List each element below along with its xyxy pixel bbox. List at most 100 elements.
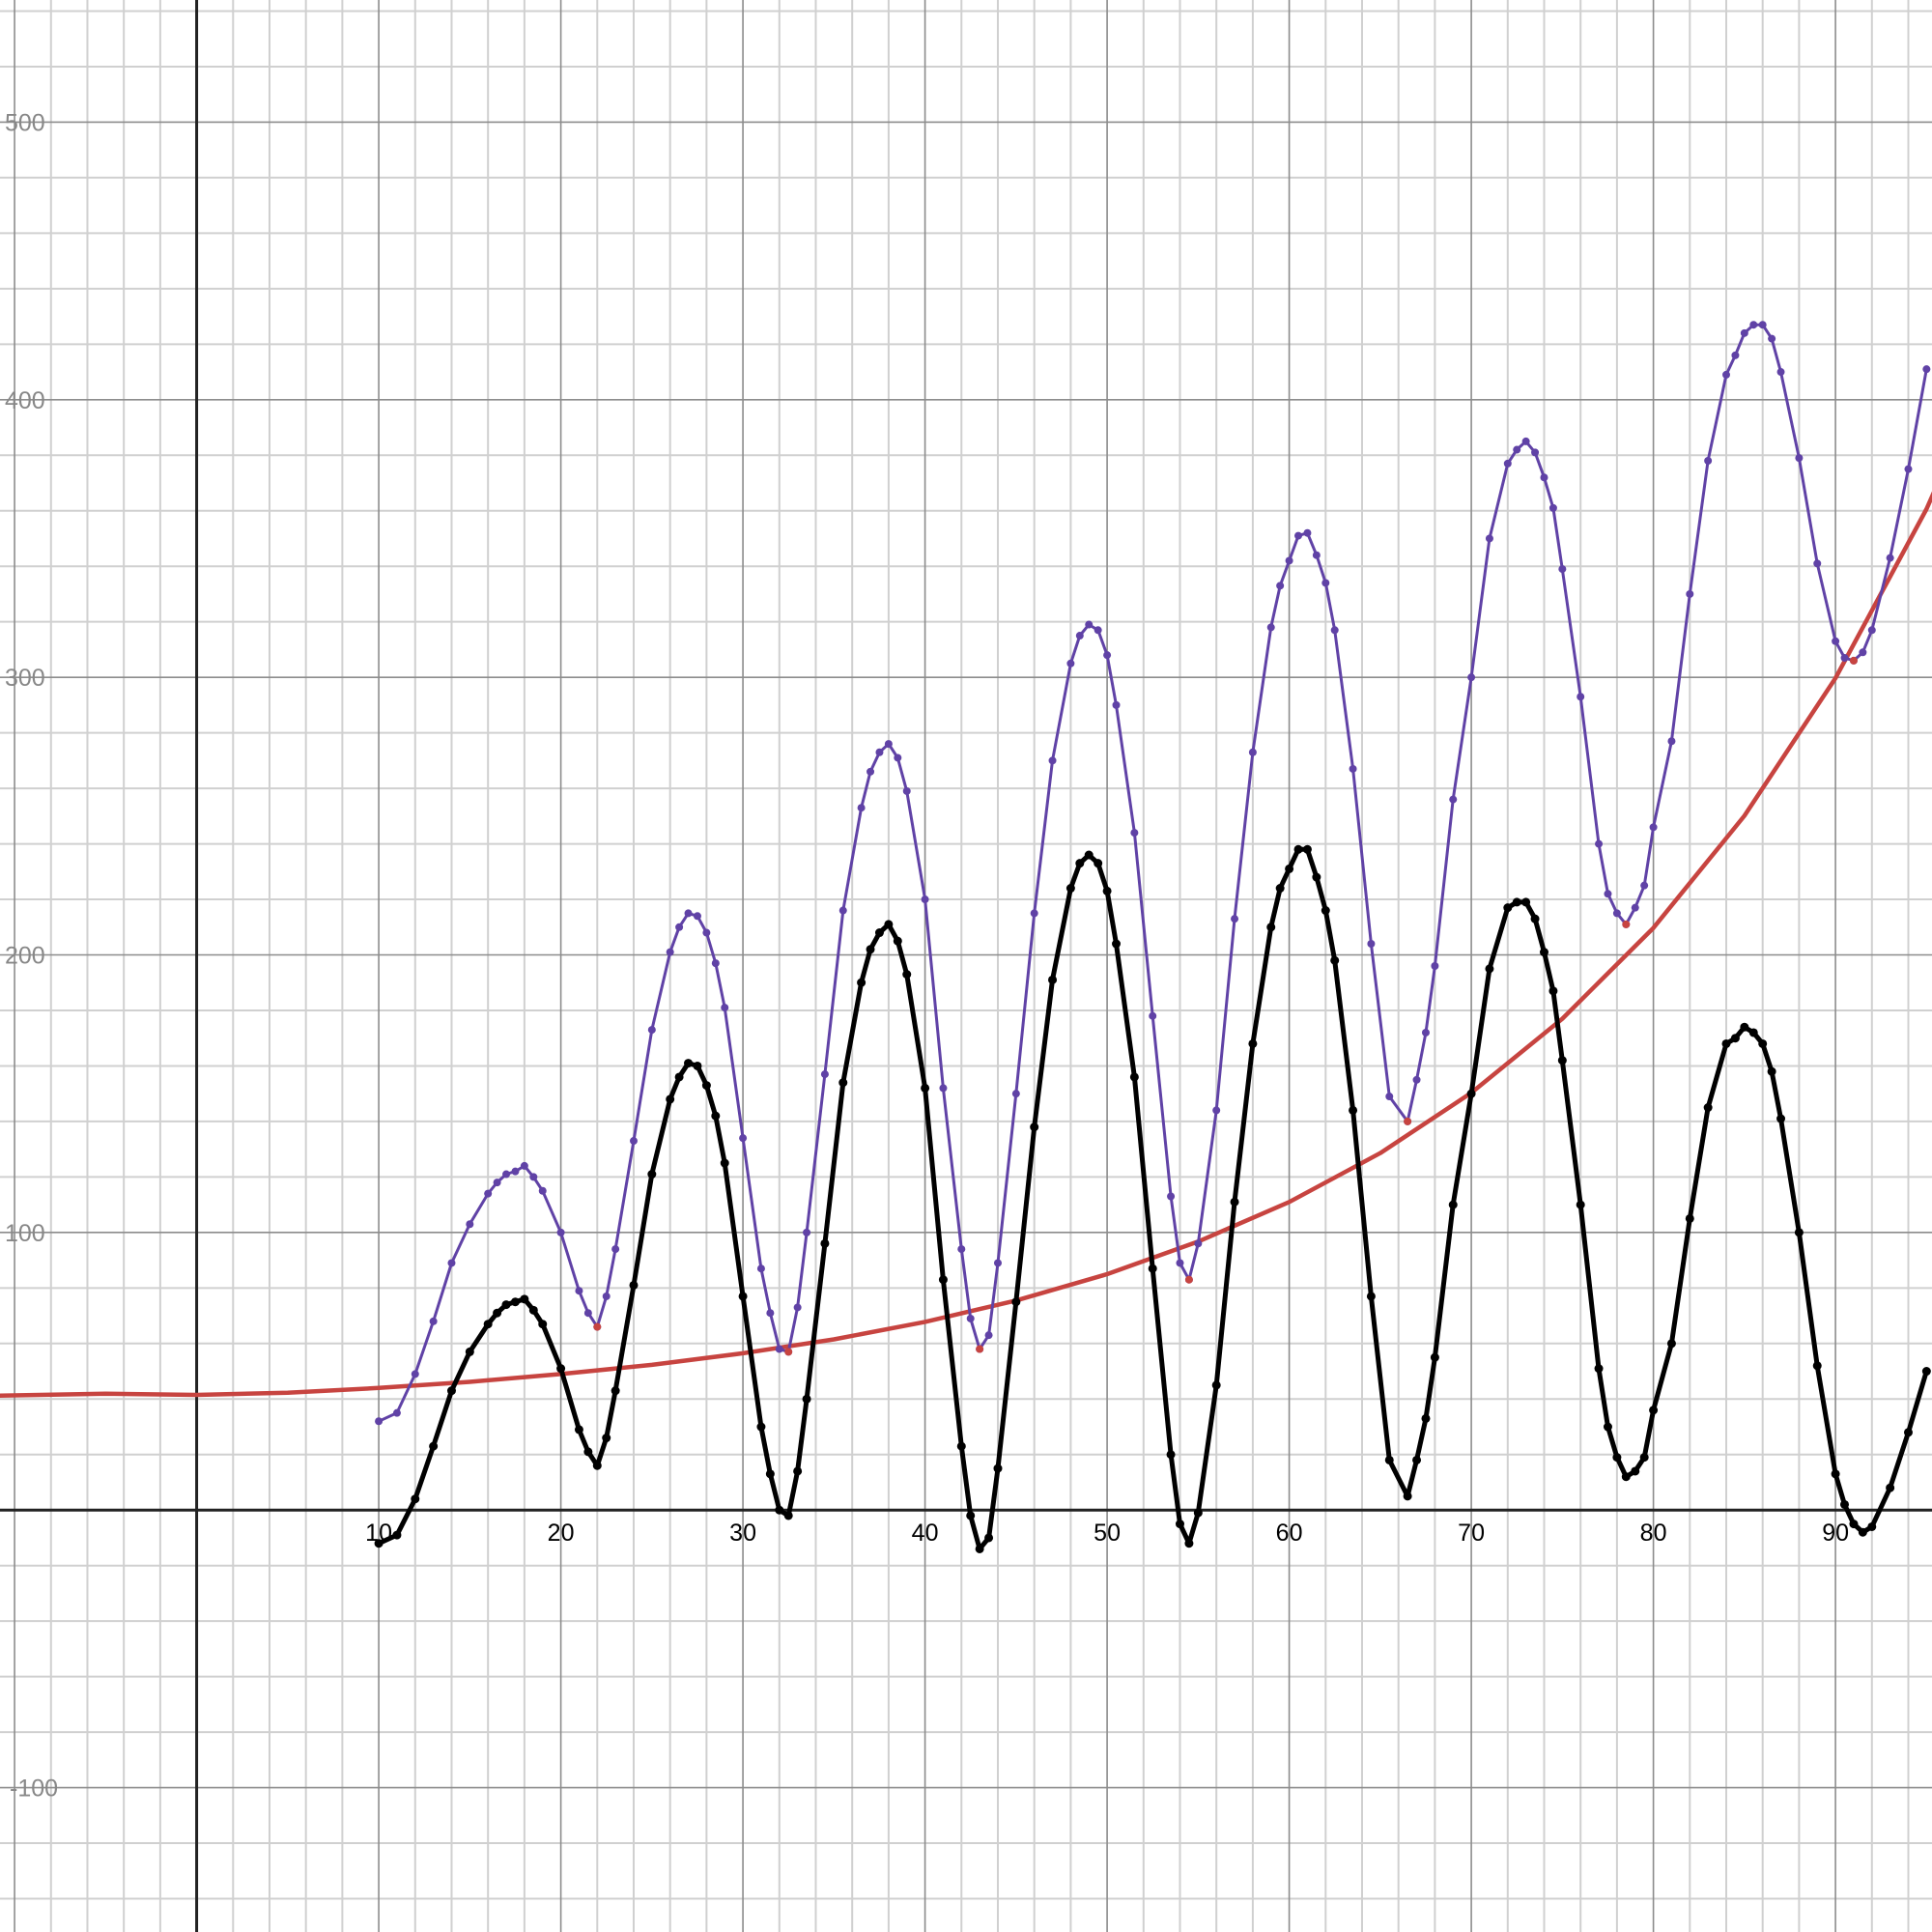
- black-series-point: [1448, 1200, 1458, 1209]
- purple-series-point: [1595, 839, 1604, 848]
- black-series-point: [583, 1447, 593, 1457]
- purple-series-point: [739, 1134, 748, 1143]
- black-series-point: [374, 1539, 384, 1548]
- black-series-point: [921, 1083, 930, 1093]
- purple-series-point: [957, 1245, 966, 1254]
- black-series-point: [1366, 1292, 1376, 1301]
- black-series-point: [493, 1308, 502, 1318]
- purple-series-point: [875, 748, 884, 756]
- black-series-point: [701, 1081, 711, 1091]
- purple-series-point: [793, 1303, 802, 1312]
- purple-series-point: [939, 1084, 948, 1093]
- black-series-point: [783, 1511, 793, 1520]
- purple-series-point: [1704, 457, 1713, 466]
- black-series-point: [392, 1530, 402, 1540]
- purple-series-point: [629, 1137, 638, 1146]
- black-series-point: [1248, 1038, 1258, 1048]
- purple-series-point: [1631, 903, 1639, 912]
- y-tick-label: 400: [5, 387, 45, 414]
- black-series-point: [666, 1094, 675, 1104]
- purple-series-point: [666, 948, 674, 956]
- black-series-point: [647, 1170, 657, 1179]
- black-series-point: [1466, 1089, 1476, 1098]
- black-series-point: [1230, 1197, 1239, 1207]
- purple-series-point: [675, 923, 684, 931]
- black-series-point: [1421, 1413, 1431, 1423]
- x-tick-label: 30: [729, 1520, 756, 1547]
- purple-series-point: [1886, 554, 1894, 562]
- black-series-point: [1312, 872, 1321, 882]
- black-series-point: [483, 1320, 493, 1329]
- black-series-point: [611, 1386, 620, 1396]
- black-series-point: [1485, 964, 1494, 974]
- black-series-point: [993, 1463, 1003, 1473]
- purple-series-point: [1421, 1028, 1430, 1037]
- purple-series-point: [1103, 651, 1112, 660]
- black-series-point: [793, 1466, 803, 1476]
- black-series-point: [1330, 955, 1340, 965]
- black-series-point: [857, 978, 867, 987]
- purple-series-point: [647, 1026, 656, 1035]
- black-series-point: [884, 920, 894, 929]
- black-series-point: [966, 1511, 976, 1520]
- purple-series-point: [1731, 351, 1740, 359]
- y-tick-label: -100: [10, 1776, 58, 1803]
- black-series-point: [1548, 986, 1558, 996]
- purple-series-point: [1813, 559, 1822, 568]
- trough-point: [1622, 920, 1631, 928]
- black-series-point: [1758, 1038, 1768, 1048]
- black-series-point: [820, 1238, 830, 1248]
- black-series-point: [1302, 844, 1312, 854]
- x-tick-label: 70: [1458, 1520, 1485, 1547]
- purple-series-point: [466, 1220, 474, 1229]
- purple-series-point: [602, 1292, 611, 1300]
- black-series-point: [1530, 914, 1540, 923]
- black-series-point: [1903, 1428, 1913, 1437]
- black-series-point: [1631, 1466, 1640, 1476]
- black-series-point: [1321, 906, 1330, 916]
- black-series-point: [1065, 884, 1075, 894]
- purple-series-point: [375, 1417, 384, 1426]
- purple-series-point: [611, 1245, 620, 1254]
- black-series-point: [556, 1364, 566, 1374]
- black-series-point: [510, 1297, 520, 1307]
- black-series-point: [538, 1320, 548, 1329]
- black-series-point: [1293, 844, 1303, 854]
- red-curve: [0, 491, 1932, 1398]
- purple-series-point: [529, 1173, 538, 1181]
- trough-point: [593, 1322, 602, 1331]
- black-series-point: [984, 1533, 994, 1543]
- trough-point: [1184, 1275, 1193, 1284]
- black-series-point: [528, 1305, 538, 1315]
- black-series-point: [1767, 1066, 1776, 1076]
- black-series-point: [874, 928, 884, 938]
- purple-series-point: [984, 1331, 993, 1340]
- black-series-point: [1576, 1200, 1585, 1209]
- purple-series-point: [838, 906, 847, 915]
- purple-series-point: [1840, 654, 1849, 663]
- purple-series-point: [447, 1259, 456, 1267]
- black-series-point: [429, 1441, 439, 1451]
- purple-series-point: [1467, 673, 1476, 682]
- purple-series-point: [693, 912, 701, 921]
- purple-series-point: [1740, 328, 1748, 337]
- x-tick-label: 60: [1276, 1520, 1303, 1547]
- black-series-point: [674, 1072, 684, 1082]
- purple-series-point: [1266, 623, 1275, 632]
- black-series-point: [1886, 1483, 1895, 1492]
- black-series-point: [411, 1494, 420, 1504]
- black-series-point: [1512, 897, 1521, 907]
- purple-series-point: [1686, 589, 1694, 598]
- black-series-point: [1384, 1455, 1394, 1464]
- purple-series-point: [857, 804, 866, 812]
- purple-series-point: [1248, 748, 1257, 756]
- black-series-point: [1621, 1472, 1631, 1482]
- black-series-point: [938, 1275, 948, 1285]
- black-series-point: [1129, 1072, 1139, 1082]
- black-series-point: [1266, 923, 1276, 932]
- x-tick-label: 40: [912, 1520, 939, 1547]
- black-series-point: [1703, 1103, 1713, 1113]
- purple-series-point: [1449, 795, 1458, 804]
